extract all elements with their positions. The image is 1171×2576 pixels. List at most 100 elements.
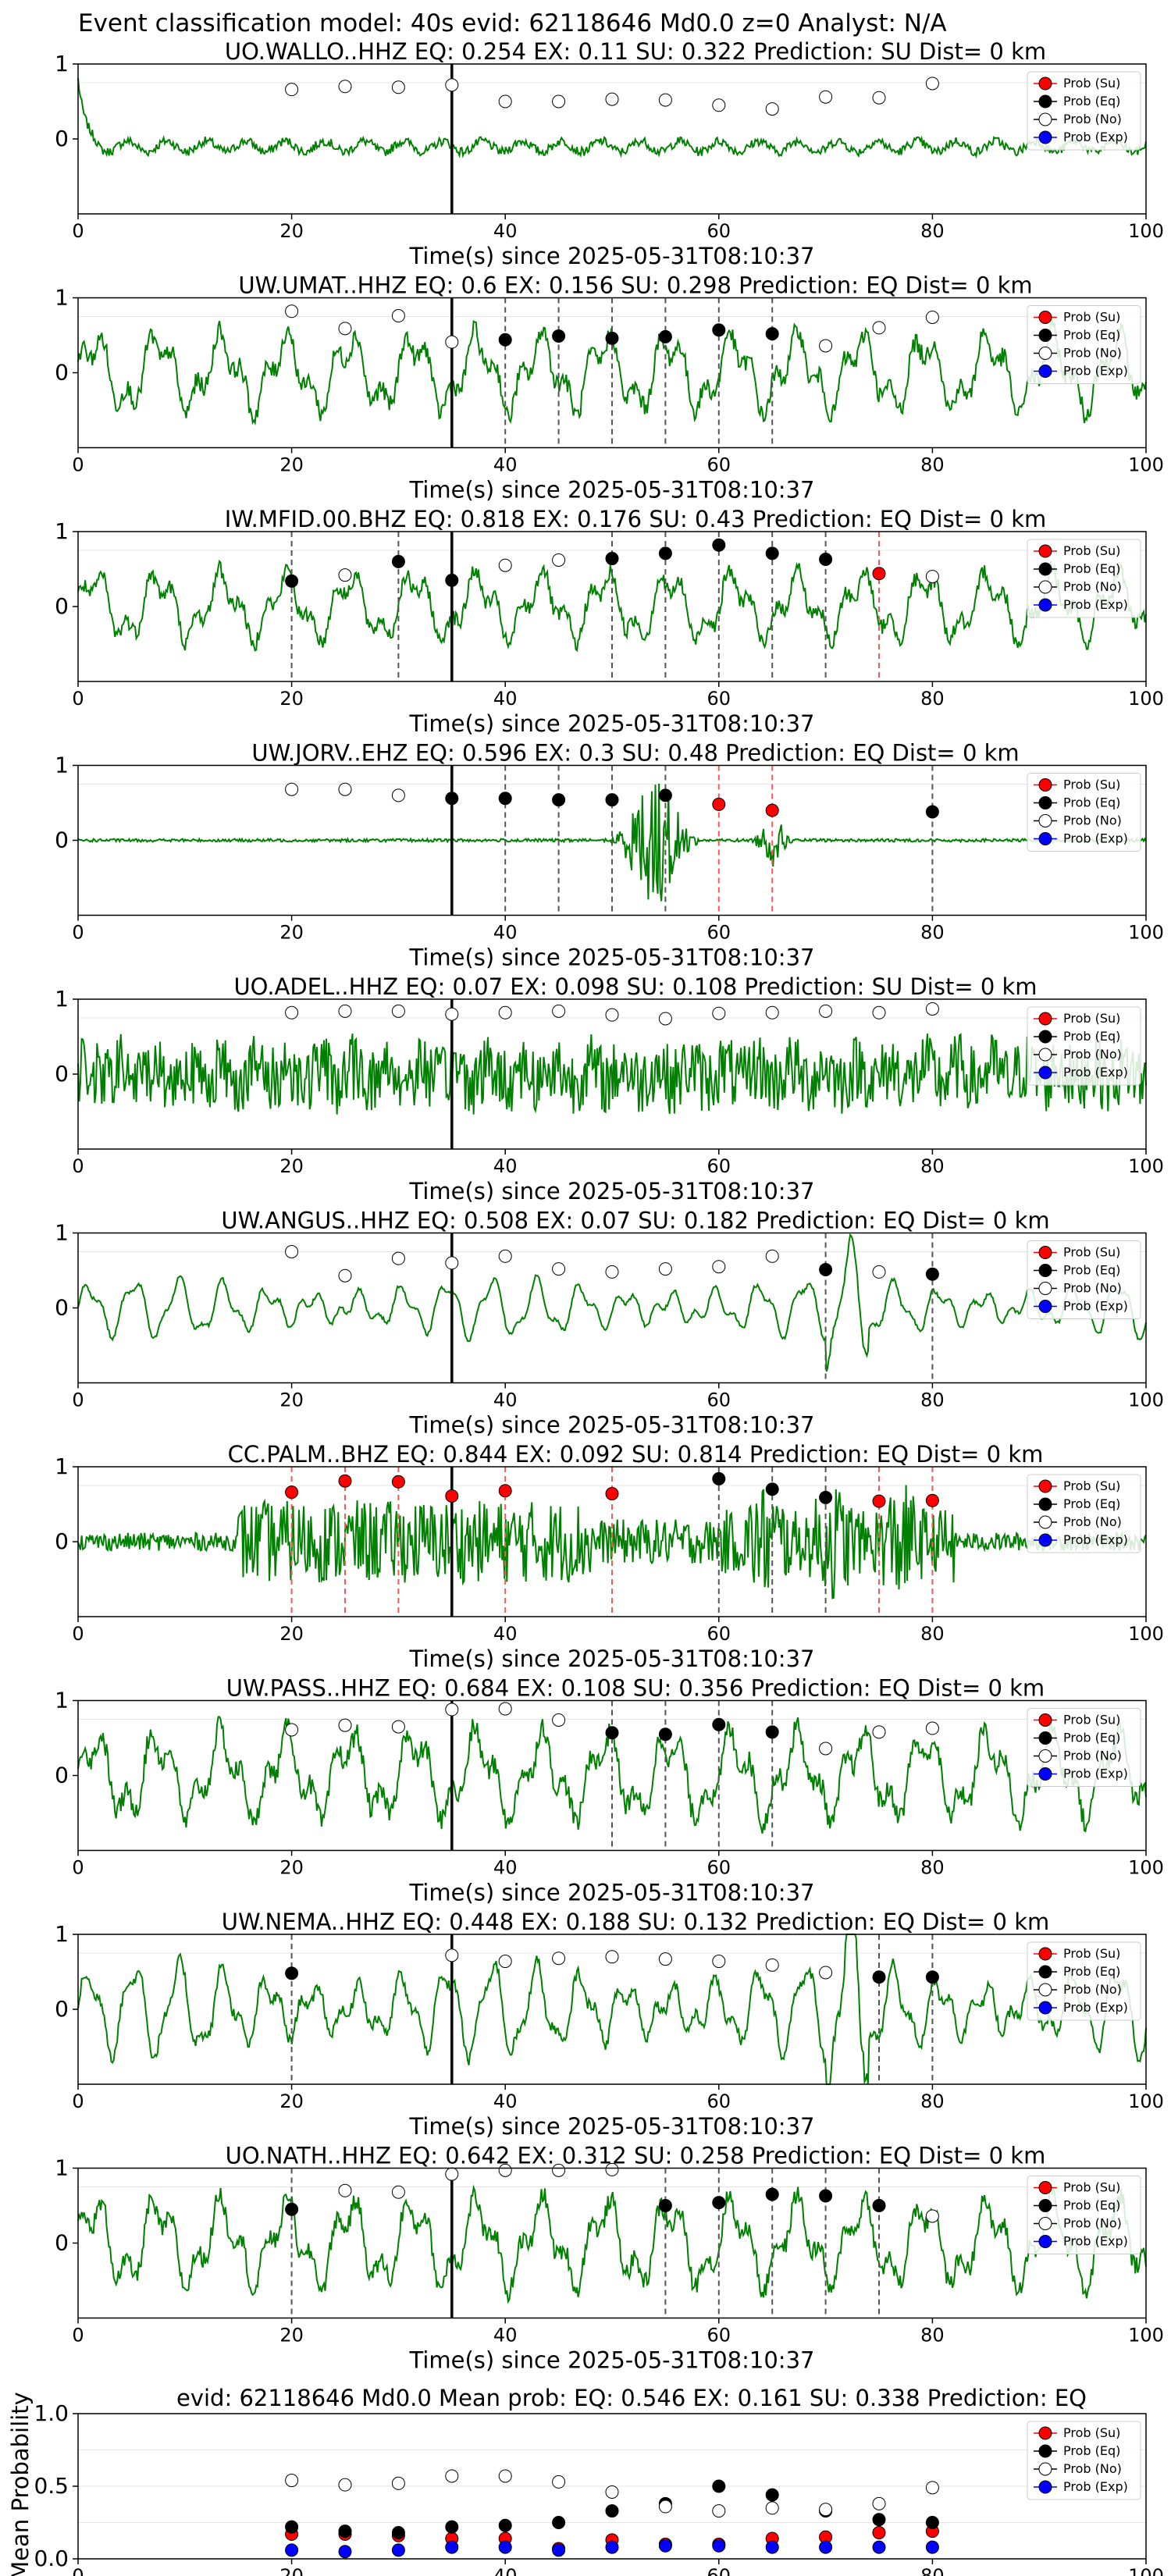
prob-marker-eq <box>605 793 619 807</box>
panel-5: UW.ANGUS..HHZ EQ: 0.508 EX: 0.07 SU: 0.1… <box>55 1208 1164 1439</box>
legend-entry-no: Prob (No) <box>1034 579 1122 594</box>
x-tick-label: 80 <box>920 2090 945 2112</box>
legend-entry-exp: Prob (Exp) <box>1034 2234 1128 2249</box>
legend-box <box>1027 305 1141 384</box>
legend-box <box>1027 1006 1141 1086</box>
prob-marker-no <box>498 1005 512 1019</box>
x-axis-label: Time(s) since 2025-05-31T08:10:37 <box>409 1880 815 1906</box>
prob-marker-no <box>285 1723 299 1737</box>
y-tick-label: 1 <box>55 1921 69 1947</box>
legend-marker-no <box>1038 1983 1052 1997</box>
prob-marker-no <box>925 2209 939 2223</box>
legend-marker-su <box>1038 544 1052 558</box>
prob-marker-no <box>872 91 886 105</box>
prob-marker-no <box>552 94 566 109</box>
x-axis-label: Time(s) since 2025-05-31T08:10:37 <box>409 477 815 503</box>
series-eq <box>285 2479 939 2540</box>
legend-entry-no: Prob (No) <box>1034 1982 1122 1997</box>
prob-marker-no <box>552 553 566 567</box>
prob-marker-no <box>445 335 459 349</box>
legend-marker-exp <box>1038 1767 1052 1781</box>
legend-entry-no: Prob (No) <box>1034 813 1122 828</box>
legend-label: Prob (Su) <box>1063 777 1120 792</box>
prob-marker-eq <box>658 2199 672 2212</box>
legend: Prob (Su) Prob (Eq) Prob (No) Prob (Exp) <box>1027 71 1141 151</box>
y-tick-label: 1 <box>55 1220 69 1246</box>
prob-marker-no <box>285 1005 299 1019</box>
x-tick-label: 0 <box>72 688 84 710</box>
legend-label: Prob (Exp) <box>1063 597 1128 612</box>
x-tick-label: 20 <box>279 2090 304 2112</box>
prob-marker-no <box>765 1958 779 1972</box>
legend-entry-no: Prob (No) <box>1034 1514 1122 1529</box>
prob-marker-no <box>285 1245 299 1258</box>
prob-marker-no <box>872 321 886 335</box>
prob-marker-no <box>498 1955 512 1969</box>
y-tick-label: 0 <box>55 126 69 151</box>
x-tick-label: 40 <box>493 1155 518 1177</box>
mean-prob-point-exp <box>605 2540 619 2554</box>
legend-marker-no <box>1038 347 1052 360</box>
prob-marker-no <box>712 98 726 112</box>
x-tick-label: 60 <box>707 1623 731 1645</box>
legend-entry-no: Prob (No) <box>1034 2461 1122 2476</box>
prob-marker-no <box>445 1007 459 1021</box>
legend-marker-eq <box>1038 2444 1052 2458</box>
prob-marker-no <box>391 1251 405 1265</box>
x-tick-label: 60 <box>707 2090 731 2112</box>
legend-entry-su: Prob (Su) <box>1034 1713 1120 1727</box>
x-tick-label: 40 <box>493 2565 518 2576</box>
y-tick-label: 1 <box>55 753 69 778</box>
prob-marker-eq <box>712 1471 726 1485</box>
mean-prob-point-exp <box>445 2540 459 2554</box>
prob-marker-no <box>552 1004 566 1018</box>
x-tick-label: 60 <box>707 2325 731 2347</box>
prob-marker-no <box>658 1012 672 1026</box>
panel-10: evid: 62118646 Md0.0 Mean prob: EQ: 0.54… <box>7 2385 1164 2576</box>
prob-marker-no <box>605 92 619 106</box>
prob-marker-no <box>498 558 512 572</box>
mean-prob-point-exp <box>872 2540 886 2554</box>
legend-marker-exp <box>1038 2001 1052 2015</box>
legend-marker-eq <box>1038 1497 1052 1511</box>
legend-entry-eq: Prob (Eq) <box>1034 795 1120 810</box>
legend-marker-eq <box>1038 1965 1052 1979</box>
mean-prob-point-no <box>391 2476 405 2490</box>
prob-marker-no <box>338 2183 352 2197</box>
panel-title: UW.PASS..HHZ EQ: 0.684 EX: 0.108 SU: 0.3… <box>226 1675 1045 1702</box>
x-tick-label: 40 <box>493 1623 518 1645</box>
legend-marker-no <box>1038 1749 1052 1763</box>
prob-marker-su <box>872 1494 886 1508</box>
panel-1: UW.UMAT..HHZ EQ: 0.6 EX: 0.156 SU: 0.298… <box>55 272 1164 503</box>
legend-label: Prob (Exp) <box>1063 2000 1128 2015</box>
prob-marker-no <box>338 80 352 94</box>
legend: Prob (Su) Prob (Eq) Prob (No) Prob (Exp) <box>1027 305 1141 384</box>
prob-marker-no <box>925 1721 939 1735</box>
waveform-trace <box>77 559 1147 653</box>
prob-marker-eq <box>712 1717 726 1731</box>
mean-prob-point-su <box>872 2526 886 2540</box>
x-tick-label: 40 <box>493 1389 518 1411</box>
prob-marker-no <box>552 1262 566 1276</box>
prob-marker-su <box>338 1474 352 1488</box>
y-tick-label: 0 <box>55 827 69 853</box>
x-tick-label: 40 <box>493 2325 518 2347</box>
prob-marker-no <box>872 1725 886 1739</box>
legend-label: Prob (Exp) <box>1063 1065 1128 1080</box>
waveform-trace <box>77 1033 1147 1115</box>
legend-entry-su: Prob (Su) <box>1034 310 1120 325</box>
panel-title: UW.JORV..EHZ EQ: 0.596 EX: 0.3 SU: 0.48 … <box>251 740 1019 767</box>
x-tick-label: 20 <box>279 688 304 710</box>
prob-marker-no <box>765 1005 779 1019</box>
x-tick-label: 80 <box>920 922 945 944</box>
prob-marker-no <box>498 1702 512 1716</box>
mean-prob-point-no <box>765 2501 779 2515</box>
y-axis-label: Mean Probability <box>7 2392 34 2576</box>
legend-entry-su: Prob (Su) <box>1034 777 1120 792</box>
x-tick-label: 100 <box>1128 2565 1164 2576</box>
legend-entry-su: Prob (Su) <box>1034 543 1120 558</box>
legend-label: Prob (Su) <box>1063 1478 1120 1493</box>
x-tick-label: 20 <box>279 1389 304 1411</box>
legend-entry-exp: Prob (Exp) <box>1034 2479 1128 2494</box>
panel-title: UW.NEMA..HHZ EQ: 0.448 EX: 0.188 SU: 0.1… <box>222 1909 1049 1935</box>
